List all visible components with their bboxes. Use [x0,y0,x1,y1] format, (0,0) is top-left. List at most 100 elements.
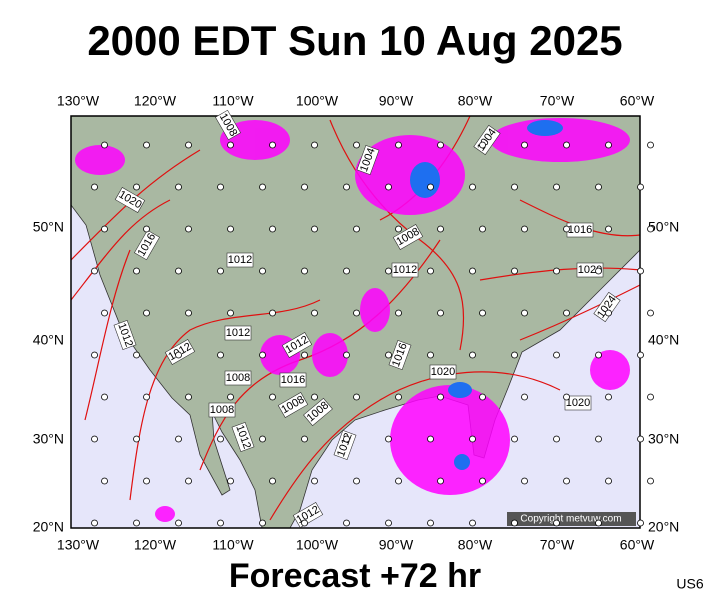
station [647,393,654,401]
station [479,309,486,317]
isobar-label-box [391,262,419,278]
lat-label: 30°N [33,431,64,447]
station [469,435,476,443]
lon-label: 80°W [458,537,493,553]
station [385,435,392,443]
station [227,309,234,317]
isobar-value: 1012 [228,254,252,266]
station [343,183,350,191]
station [133,435,140,443]
station [101,393,108,401]
isobar-line [84,249,131,421]
station [269,141,276,149]
station [175,183,182,191]
station [143,393,150,401]
isobar-label-box [224,325,252,341]
station [185,141,192,149]
station [301,351,308,359]
isobar-label-box [333,430,357,460]
station [353,141,360,149]
lon-label: 60°W [620,537,655,553]
station [595,519,602,527]
station [385,519,392,527]
isobar-label-box [114,187,146,213]
lon-label: 90°W [379,537,414,553]
station [437,477,444,485]
station [637,519,644,527]
lon-label: 130°W [57,93,100,109]
isobar-label: 1012 [231,422,255,452]
isobar-label-box [224,370,252,386]
station [175,435,182,443]
station [133,267,140,275]
station [469,519,476,527]
station [217,519,224,527]
lat-label: 30°N [648,431,679,447]
lon-label: 120°W [134,537,177,553]
isobar-label-box [388,340,412,370]
station [227,393,234,401]
station [91,435,98,443]
isobar-label-box [281,332,313,358]
station [269,225,276,233]
station [395,393,402,401]
isobar-label: 1012 [226,252,254,268]
isobar-label-box [292,502,324,528]
station [185,309,192,317]
lon-label: 120°W [134,93,177,109]
station [185,393,192,401]
isobar-label-box [208,402,236,418]
station [437,141,444,149]
station [301,519,308,527]
station [511,435,518,443]
lat-label: 50°N [648,219,679,235]
station [101,477,108,485]
station [563,141,570,149]
isobar-label: 1020 [429,364,457,380]
station [511,351,518,359]
lat-label: 20°N [33,519,64,535]
station [227,477,234,485]
isobar-line [269,371,561,521]
isobar-label-box [564,395,592,411]
isobar-value: 1020 [566,397,590,409]
station [427,183,434,191]
station [563,225,570,233]
lat-label: 50°N [33,219,64,235]
station [511,267,518,275]
station [605,393,612,401]
station [521,477,528,485]
station [553,183,560,191]
lon-label: 70°W [540,93,575,109]
station [437,225,444,233]
station [185,477,192,485]
station [343,435,350,443]
isobar-value: 1012 [393,264,417,276]
forecast-label: Forecast +72 hr [229,557,481,595]
station [175,351,182,359]
isobar-label-box [113,320,137,350]
isobar-label-box [593,291,621,323]
isobar-label: 1016 [388,340,412,370]
station [553,351,560,359]
station [301,267,308,275]
station [91,351,98,359]
station [217,267,224,275]
copyright: Copyright metvuw.com [520,514,621,525]
isobar-label-box [303,397,333,427]
station [259,267,266,275]
station [595,351,602,359]
precip-area [355,135,465,215]
station [133,351,140,359]
station [353,225,360,233]
station [217,183,224,191]
station [605,477,612,485]
isobar-label: 1008 [224,370,252,386]
isobar-value: 1016 [281,374,305,386]
lat-label: 20°N [648,519,679,535]
station [553,267,560,275]
station [143,141,150,149]
station [311,225,318,233]
station [217,351,224,359]
